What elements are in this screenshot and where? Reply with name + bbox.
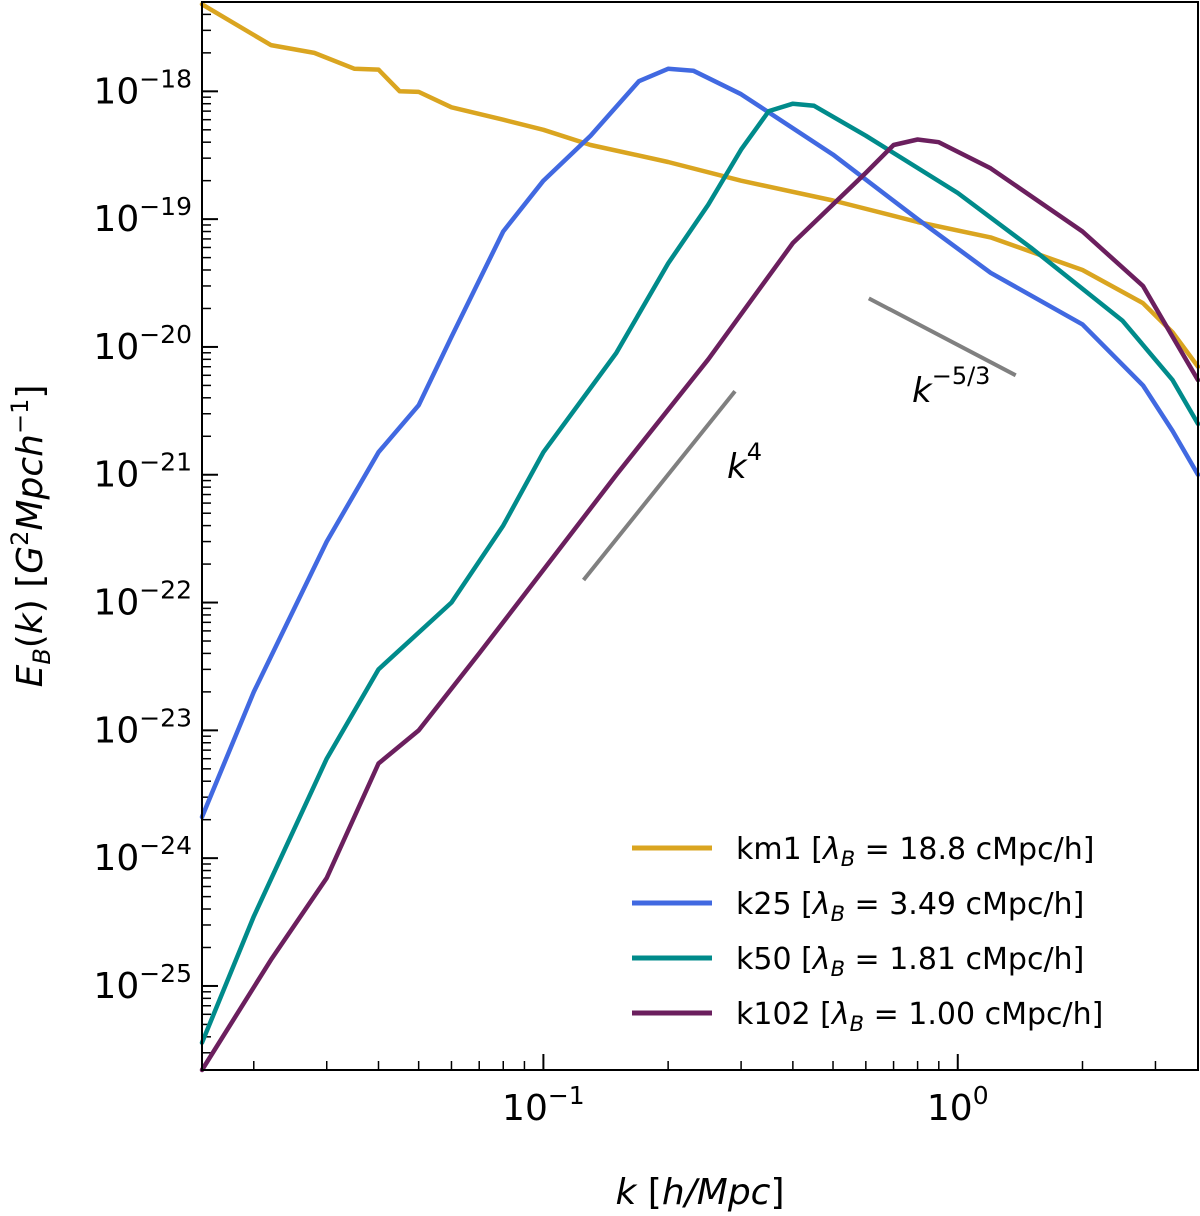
- reference-label-2: k−5/3: [912, 362, 990, 411]
- x-tick-label: 10−1: [502, 1081, 585, 1129]
- y-tick-label: 10−25: [93, 959, 192, 1007]
- y-tick-label: 10−24: [93, 831, 192, 879]
- x-tick-label: 100: [927, 1081, 989, 1129]
- axes-layer: 10−1 100 10−18 10−19 10−20 10−21 10−22 10−23 10−…: [93, 1, 1157, 1129]
- legend-label-3: k50 [λB = 1.81 cMpc/h]: [736, 942, 1084, 981]
- data-layer: [199, 2, 1200, 1073]
- reference-line-2: [867, 296, 1017, 378]
- y-tick-label: 10−20: [93, 320, 192, 368]
- reference-lines: k4 k−5/3: [581, 296, 1017, 582]
- y-tick-label: 10−23: [93, 703, 192, 751]
- series-line-2: [199, 66, 1200, 820]
- legend-label-2: k25 [λB = 3.49 cMpc/h]: [736, 887, 1084, 926]
- legend-label-1: km1 [λB = 18.8 cMpc/h]: [736, 832, 1094, 871]
- x-axis-title: k [h/Mpc]: [615, 1172, 784, 1213]
- series-line-3: [199, 101, 1200, 1045]
- reference-label-1: k4: [727, 438, 762, 487]
- plot-frame: [201, 1, 1199, 1071]
- series-line-4: [199, 137, 1200, 1073]
- y-tick-label: 10−21: [93, 448, 192, 496]
- y-tick-label: 10−22: [93, 576, 192, 624]
- legend-label-4: k102 [λB = 1.00 cMpc/h]: [736, 997, 1103, 1036]
- reference-line-1: [581, 390, 737, 582]
- y-tick-label: 10−19: [93, 192, 192, 240]
- y-tick-label: 10−18: [93, 64, 192, 112]
- y-axis-title: EB(k) [G2Mpch−1]: [6, 385, 56, 688]
- series-line-1: [199, 2, 1200, 369]
- legend: km1 [λB = 18.8 cMpc/h] k25 [λB = 3.49 cMp…: [632, 832, 1103, 1036]
